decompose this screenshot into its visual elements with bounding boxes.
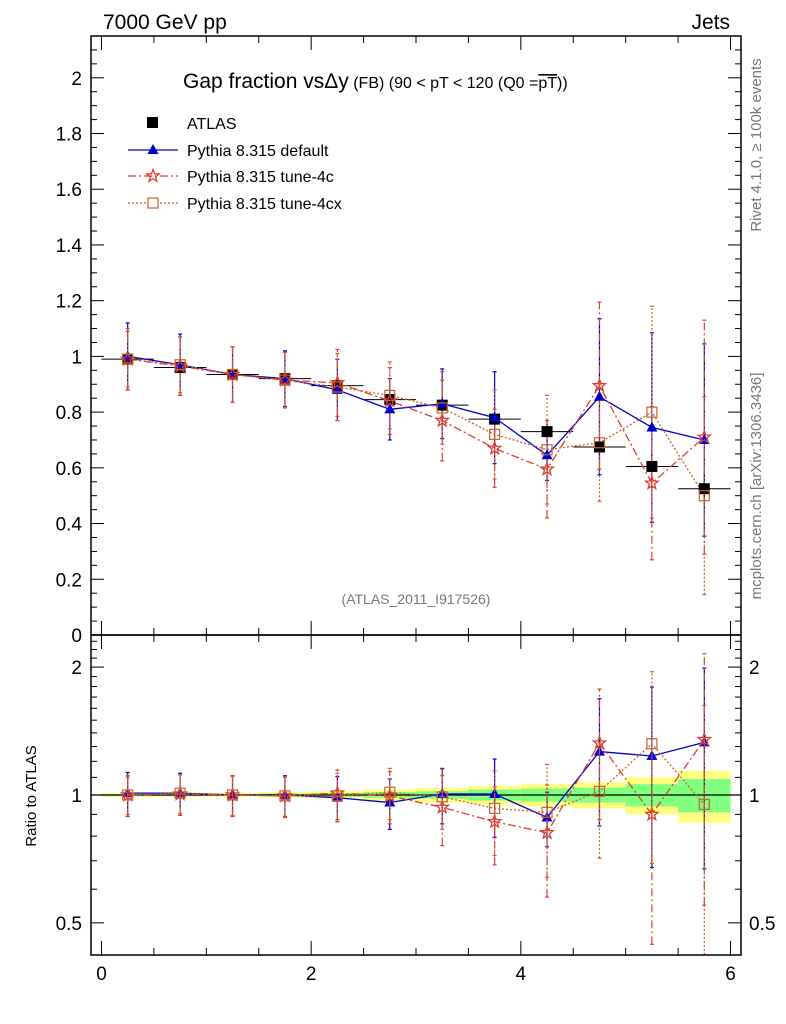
point-tune4cx [226,789,239,801]
ratio-y-tick-label: 0.5 [56,914,82,935]
series-line-tune4cx [127,742,705,814]
point-tune4cx [436,791,448,803]
x-tick-label: 4 [516,964,527,985]
point-default [384,403,396,414]
point-tune4cx [174,359,186,371]
point-tune4cx [331,381,343,393]
point-tune4cx [698,798,710,811]
ratio-y-tick-label: 1 [71,786,82,807]
legend-tune4c-star [145,167,161,183]
chart-title: Gap fraction vsΔy (FB) (90 < pT < 120 (Q… [183,70,568,93]
main-y-tick-label: 1 [71,347,82,368]
legend-tune4c-marker [145,167,161,183]
title-delta: Δy [324,70,349,93]
series-line-tune4cx [127,358,705,497]
point-tune4c [643,806,660,822]
point-default [122,350,134,361]
point-tune4cx [593,785,606,797]
main-y-tick-label: 1.6 [56,180,82,201]
point-tune4c [539,460,556,477]
legend-tune4cx-label: Pythia 8.315 tune-4cx [187,196,342,213]
main-y-tick-label: 0.8 [56,403,82,424]
atlas-point [646,460,658,472]
legend-tune4cx-marker [147,197,159,209]
point-tune4cx [489,802,501,814]
atlas-point [593,441,605,453]
point-tune4cx [279,790,291,802]
header-process-label: Jets [691,11,730,34]
main-y-tick-label: 0.4 [56,515,83,536]
main-y-tick-label: 0.2 [56,570,82,591]
x-tick-label: 2 [306,964,317,985]
rivet-version-label: Rivet 4.1.0, ≥ 100k events [748,58,765,231]
point-default [331,383,343,394]
atlas-point [384,394,396,406]
point-tune4cx [436,402,448,414]
title-fb: (FB) [349,75,385,92]
header-energy-label: 7000 GeV pp [103,11,227,34]
point-tune4c [486,813,503,829]
atlas-point [698,483,710,495]
point-tune4c [696,428,713,444]
point-tune4cx [646,738,658,750]
axes: 0 0.2 0.4 0.6 0.8 1 1.2 1.4 1.6 1.8 2 0 2 4 6 0.5 0.5 1 1 2… [56,35,775,985]
point-tune4cx [541,444,553,456]
ratio-y-tick-label-right: 0.5 [749,914,775,935]
main-panel [101,301,731,596]
point-default [489,411,501,422]
point-tune4cx [226,368,239,381]
ratio-panel [91,653,741,956]
title-main: Gap fraction vs [183,70,324,93]
point-tune4cx [331,790,343,802]
main-y-tick-label: 1.2 [56,292,82,313]
point-tune4cx [384,786,396,798]
point-tune4cx [698,490,710,502]
ratio-y-tick-label: 2 [71,658,82,679]
ratio-axis-label: Ratio to ATLAS [23,745,40,846]
ratio-y-tick-label-right: 2 [749,658,760,679]
point-tune4c [643,474,660,490]
point-tune4cx [174,787,186,799]
point-tune4cx [593,437,606,449]
main-y-tick-label: 1.4 [56,236,83,257]
legend-tune4c-label: Pythia 8.315 tune-4c [187,169,334,186]
x-tick-label: 6 [725,964,736,985]
point-tune4c [486,439,503,456]
main-y-tick-label: 0.6 [56,459,82,480]
point-default [593,390,605,401]
legend-default-label: Pythia 8.315 default [187,143,329,160]
main-y-tick-label: 0 [71,626,82,647]
legend: ATLAS Pythia 8.315 default Pythia 8.315 … [128,116,342,213]
series-line-tune4c [127,358,705,485]
point-tune4cx [122,789,134,801]
point-tune4cx [646,406,658,418]
point-tune4cx [122,353,134,365]
mcplots-label: mcplots.cern.ch [arXiv:1306.3436] [748,373,765,600]
x-tick-label: 0 [96,964,107,985]
point-tune4c [329,374,346,390]
point-tune4cx [541,806,553,818]
point-tune4cx [384,389,396,401]
title-close: )) [557,75,568,92]
analysis-id-label: (ATLAS_2011_I917526) [342,591,491,607]
main-y-tick-label: 1.8 [56,125,82,146]
atlas-point [541,426,553,438]
point-default [646,421,658,432]
point-tune4c [434,412,451,428]
title-range: (90 < pT < 120 (Q0 = [384,75,538,92]
main-y-tick-label: 2 [71,69,82,90]
point-tune4cx [279,374,291,386]
legend-atlas-label: ATLAS [187,116,237,133]
ratio-y-tick-label-right: 1 [749,786,760,807]
title-q0: pT [538,75,557,92]
point-tune4cx [489,428,501,441]
legend-default-marker [147,144,159,154]
point-tune4c [591,377,608,393]
point-tune4c [434,798,451,815]
legend-atlas-marker [147,117,158,128]
